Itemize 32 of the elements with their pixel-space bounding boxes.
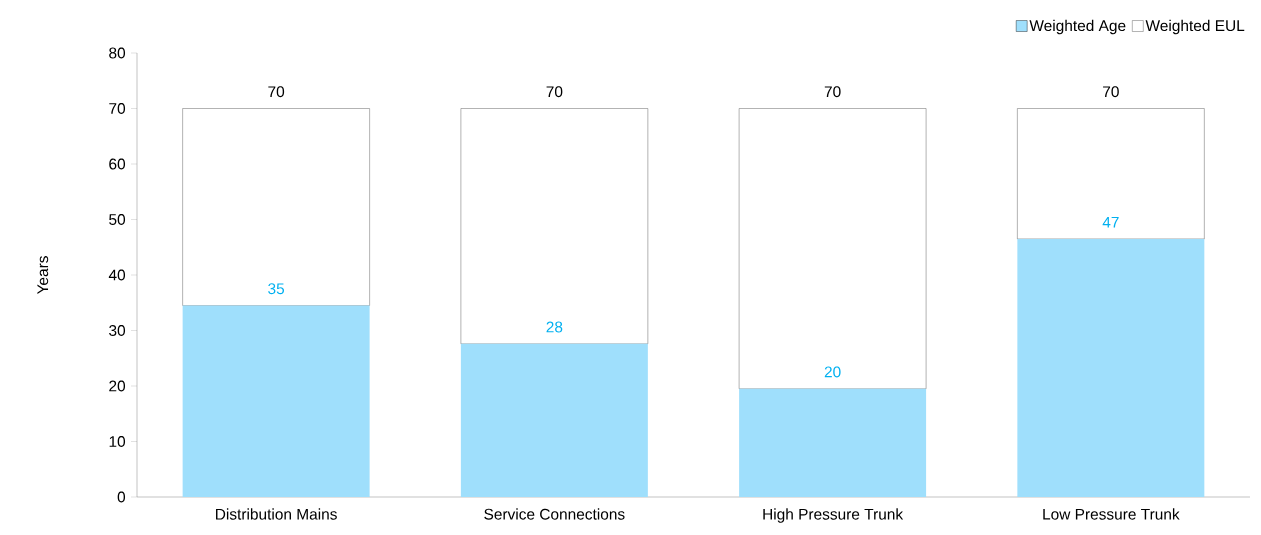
data-label: 47 bbox=[1102, 216, 1119, 228]
x-tick-label: High Pressure Trunk bbox=[763, 508, 904, 523]
y-tick-label: 60 bbox=[109, 158, 126, 170]
bar bbox=[182, 305, 370, 497]
x-tick-label: Service Connections bbox=[484, 508, 625, 520]
y-tick-label: 40 bbox=[108, 269, 126, 281]
total-label: 70 bbox=[824, 86, 841, 98]
y-axis-title: Years bbox=[37, 256, 49, 295]
bar bbox=[1017, 238, 1205, 497]
data-label: 28 bbox=[546, 321, 563, 333]
y-tick-label: 20 bbox=[109, 380, 126, 392]
y-tick-label: 80 bbox=[109, 47, 126, 59]
bar bbox=[738, 108, 927, 389]
y-tick-label: 30 bbox=[109, 325, 126, 336]
y-tick-label: 70 bbox=[109, 103, 126, 114]
y-tick-label: 50 bbox=[109, 214, 126, 225]
bar bbox=[739, 388, 927, 497]
x-tick-label: Low Pressure Trunk bbox=[1043, 508, 1180, 520]
bar bbox=[1017, 108, 1205, 240]
x-tick-label: Distribution Mains bbox=[216, 508, 337, 520]
y-tick-label: 10 bbox=[109, 436, 126, 447]
y-tick-label: 0 bbox=[117, 491, 126, 503]
legend-label: Weighted Age bbox=[1029, 19, 1126, 35]
data-label: 20 bbox=[824, 366, 841, 378]
total-label: 70 bbox=[1103, 86, 1119, 98]
data-label: 35 bbox=[268, 283, 285, 295]
total-label: 70 bbox=[546, 86, 563, 98]
total-label: 70 bbox=[268, 86, 285, 98]
bar bbox=[460, 108, 649, 345]
legend-label: Weighted EUL bbox=[1145, 19, 1245, 35]
bar bbox=[182, 108, 370, 306]
bar bbox=[460, 343, 648, 497]
